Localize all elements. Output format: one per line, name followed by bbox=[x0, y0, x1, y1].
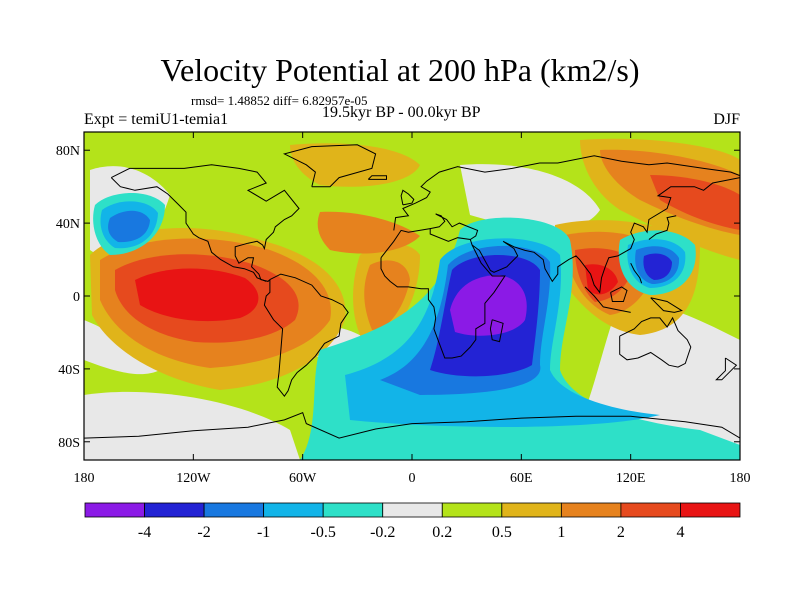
contour-south-pacific-neutral bbox=[84, 391, 300, 460]
contour-atl-1 bbox=[364, 260, 410, 330]
lat-tick-label: 80N bbox=[56, 144, 80, 159]
lon-tick-label: 120E bbox=[616, 471, 646, 486]
colorbar-label: -0.5 bbox=[311, 524, 336, 541]
coastline-10 bbox=[584, 286, 631, 313]
colorbar-swatch bbox=[203, 502, 265, 518]
coastline-11 bbox=[610, 286, 628, 302]
colorbar: -4 -2 -1 -0.5 -0.2 0.2 0.5 1 2 4 bbox=[84, 502, 741, 541]
coastline-6 bbox=[393, 155, 740, 231]
contour-asia-2 bbox=[650, 175, 740, 230]
colorbar-swatch bbox=[501, 502, 562, 518]
contour-indo-neg4 bbox=[450, 275, 527, 336]
shaded-field bbox=[84, 132, 740, 460]
colorbar-label: -2 bbox=[197, 524, 210, 541]
lat-tick-label: 40S bbox=[58, 363, 80, 378]
lon-tick-label: 180 bbox=[74, 471, 95, 486]
contour-np-neg1 bbox=[108, 210, 150, 243]
colorbar-label: 0.5 bbox=[492, 524, 512, 541]
lat-tick-label: 0 bbox=[73, 290, 80, 305]
colorbar-swatch bbox=[620, 502, 681, 518]
colorbar-swatch bbox=[322, 502, 384, 518]
colorbar-swatch bbox=[441, 502, 503, 518]
coastline-7 bbox=[430, 213, 479, 240]
colorbar-swatch bbox=[680, 502, 741, 518]
coastline-1 bbox=[110, 177, 267, 282]
contour-pac-4 bbox=[135, 268, 259, 322]
coastline-2 bbox=[282, 144, 377, 188]
colorbar-swatch bbox=[144, 502, 205, 518]
coastline-12 bbox=[650, 297, 683, 313]
lat-tick-label: 40N bbox=[56, 217, 80, 232]
coastline-0 bbox=[111, 164, 300, 282]
contour-neutral-arabia bbox=[460, 164, 600, 230]
lon-tick-label: 120W bbox=[176, 471, 211, 486]
stats-label: rmsd= 1.48852 diff= 6.82957e-05 bbox=[191, 93, 368, 108]
coastline-8 bbox=[471, 177, 740, 294]
period-label: 19.5kyr BP - 00.0kyr BP bbox=[322, 104, 481, 121]
season-label: DJF bbox=[713, 111, 740, 128]
coastline-18 bbox=[367, 175, 387, 180]
experiment-label: Expt = temiU1-temia1 bbox=[84, 111, 229, 128]
contour-natl-1 bbox=[317, 211, 420, 254]
coastline-14 bbox=[619, 316, 692, 368]
coastline-3 bbox=[263, 273, 349, 398]
lon-tick-label: 60E bbox=[510, 471, 533, 486]
colorbar-label: 2 bbox=[617, 524, 625, 541]
colorbar-label: 4 bbox=[676, 524, 684, 541]
coastline-16 bbox=[84, 411, 740, 439]
colorbar-label: -0.2 bbox=[370, 524, 395, 541]
coastline-13 bbox=[630, 262, 643, 284]
colorbar-label: 1 bbox=[557, 524, 565, 541]
lon-tick-label: 60W bbox=[289, 471, 317, 486]
colorbar-swatch bbox=[560, 502, 622, 518]
map-title: Velocity Potential at 200 hPa (km2/s) bbox=[160, 52, 640, 88]
lon-tick-label: 180 bbox=[730, 471, 751, 486]
colorbar-swatch bbox=[382, 502, 443, 518]
lat-tick-label: 80S bbox=[58, 436, 80, 451]
coastline-4 bbox=[380, 228, 506, 359]
colorbar-swatch bbox=[84, 502, 145, 518]
coastline-9 bbox=[648, 215, 677, 240]
coastline-5 bbox=[489, 319, 504, 343]
colorbar-label: 0.2 bbox=[432, 524, 452, 541]
colorbar-label: -4 bbox=[138, 524, 151, 541]
contour-atl-north-05 bbox=[290, 143, 420, 187]
coastline-15 bbox=[715, 357, 738, 381]
colorbar-label: -1 bbox=[257, 524, 270, 541]
lon-tick-label: 0 bbox=[409, 471, 416, 486]
colorbar-swatch bbox=[263, 502, 324, 518]
contour-wp-neg2 bbox=[643, 253, 672, 280]
coastline-17 bbox=[400, 189, 415, 206]
